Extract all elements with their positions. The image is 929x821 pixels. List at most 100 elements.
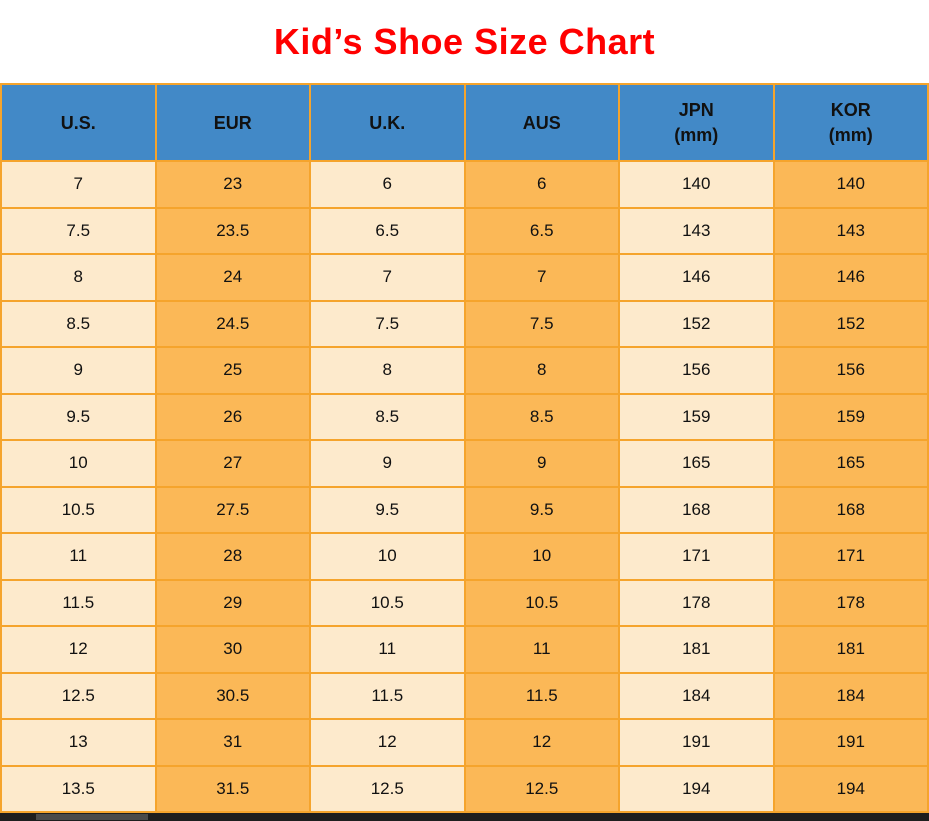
table-cell: 194 (772, 764, 929, 814)
table-cell: 12 (0, 625, 157, 674)
column-header-us: U.S. (0, 83, 157, 163)
table-cell: 9.5 (463, 485, 620, 535)
table-cell: 23 (154, 160, 311, 209)
table-cell: 159 (772, 392, 929, 442)
column-header-kor: KOR (mm) (772, 83, 929, 163)
table-cell: 9.5 (0, 392, 157, 442)
table-cell: 26 (154, 392, 311, 442)
table-cell: 7.5 (309, 299, 466, 349)
table-cell: 8.5 (463, 392, 620, 442)
table-header: U.S. EUR U.K. AUS JPN (mm) KOR (mm) (0, 83, 929, 163)
table-body: 7 23 6 6 140 140 7.5 23.5 6.5 6.5 143 143 8 24 7 7 146 14… (0, 160, 929, 814)
table-cell: 6.5 (309, 206, 466, 256)
table-cell: 6.5 (463, 206, 620, 256)
table-cell: 29 (154, 578, 311, 628)
table-row: 10.5 27.5 9.5 9.5 168 168 (0, 485, 929, 535)
table-cell: 7.5 (463, 299, 620, 349)
table-cell: 13 (0, 718, 157, 767)
table-row: 13 31 12 12 191 191 (0, 718, 929, 767)
table-cell: 171 (618, 532, 775, 581)
table-cell: 7 (463, 253, 620, 302)
table-cell: 11.5 (463, 671, 620, 721)
table-cell: 6 (463, 160, 620, 209)
table-cell: 8 (0, 253, 157, 302)
table-cell: 146 (618, 253, 775, 302)
table-cell: 143 (772, 206, 929, 256)
table-cell: 27.5 (154, 485, 311, 535)
table-row: 9 25 8 8 156 156 (0, 346, 929, 395)
table-cell: 156 (618, 346, 775, 395)
table-cell: 11.5 (309, 671, 466, 721)
table-row: 12 30 11 11 181 181 (0, 625, 929, 674)
table-cell: 194 (618, 764, 775, 814)
table-cell: 165 (618, 439, 775, 488)
table-cell: 8 (463, 346, 620, 395)
table-cell: 140 (618, 160, 775, 209)
table-cell: 156 (772, 346, 929, 395)
scrollbar-thumb[interactable] (36, 814, 148, 821)
table-cell: 178 (772, 578, 929, 628)
table-row: 8 24 7 7 146 146 (0, 253, 929, 302)
table-cell: 9.5 (309, 485, 466, 535)
column-header-unit: (mm) (828, 124, 873, 145)
column-header-label: KOR (830, 100, 871, 121)
table-cell: 9 (463, 439, 620, 488)
table-cell: 31 (154, 718, 311, 767)
table-cell: 191 (772, 718, 929, 767)
table-cell: 12.5 (309, 764, 466, 814)
table-row: 9.5 26 8.5 8.5 159 159 (0, 392, 929, 442)
table-row: 10 27 9 9 165 165 (0, 439, 929, 488)
table-cell: 9 (0, 346, 157, 395)
table-cell: 10 (309, 532, 466, 581)
shoe-size-table: U.S. EUR U.K. AUS JPN (mm) KOR (mm) 7 23 6 6 140 140… (0, 83, 929, 814)
column-header-unit: (mm) (674, 124, 719, 145)
table-cell: 168 (618, 485, 775, 535)
table-cell: 8 (309, 346, 466, 395)
table-cell: 168 (772, 485, 929, 535)
table-cell: 159 (618, 392, 775, 442)
table-cell: 12.5 (0, 671, 157, 721)
table-cell: 165 (772, 439, 929, 488)
column-header-label: JPN (678, 100, 714, 121)
page-title: Kid’s Shoe Size Chart (273, 20, 656, 62)
column-header-label: EUR (213, 112, 252, 133)
table-cell: 6 (309, 160, 466, 209)
table-cell: 181 (618, 625, 775, 674)
table-row: 11.5 29 10.5 10.5 178 178 (0, 578, 929, 628)
table-cell: 8.5 (0, 299, 157, 349)
table-cell: 171 (772, 532, 929, 581)
table-cell: 178 (618, 578, 775, 628)
table-header-row: U.S. EUR U.K. AUS JPN (mm) KOR (mm) (0, 83, 929, 163)
table-cell: 24.5 (154, 299, 311, 349)
table-cell: 184 (772, 671, 929, 721)
table-cell: 191 (618, 718, 775, 767)
column-header-label: U.K. (369, 112, 406, 133)
column-header-eur: EUR (154, 83, 311, 163)
table-cell: 28 (154, 532, 311, 581)
table-cell: 24 (154, 253, 311, 302)
table-row: 13.5 31.5 12.5 12.5 194 194 (0, 764, 929, 814)
table-cell: 10.5 (463, 578, 620, 628)
table-cell: 31.5 (154, 764, 311, 814)
table-cell: 23.5 (154, 206, 311, 256)
table-cell: 10 (0, 439, 157, 488)
table-row: 11 28 10 10 171 171 (0, 532, 929, 581)
table-cell: 12 (463, 718, 620, 767)
table-cell: 12.5 (463, 764, 620, 814)
column-header-uk: U.K. (309, 83, 466, 163)
table-cell: 25 (154, 346, 311, 395)
table-cell: 10 (463, 532, 620, 581)
table-cell: 27 (154, 439, 311, 488)
table-cell: 152 (772, 299, 929, 349)
table-cell: 10.5 (309, 578, 466, 628)
table-cell: 11.5 (0, 578, 157, 628)
table-cell: 7.5 (0, 206, 157, 256)
column-header-label: U.S. (60, 112, 96, 133)
table-cell: 181 (772, 625, 929, 674)
table-cell: 11 (463, 625, 620, 674)
table-cell: 30.5 (154, 671, 311, 721)
horizontal-scrollbar[interactable] (0, 813, 929, 821)
table-cell: 7 (309, 253, 466, 302)
column-header-jpn: JPN (mm) (618, 83, 775, 163)
table-cell: 30 (154, 625, 311, 674)
